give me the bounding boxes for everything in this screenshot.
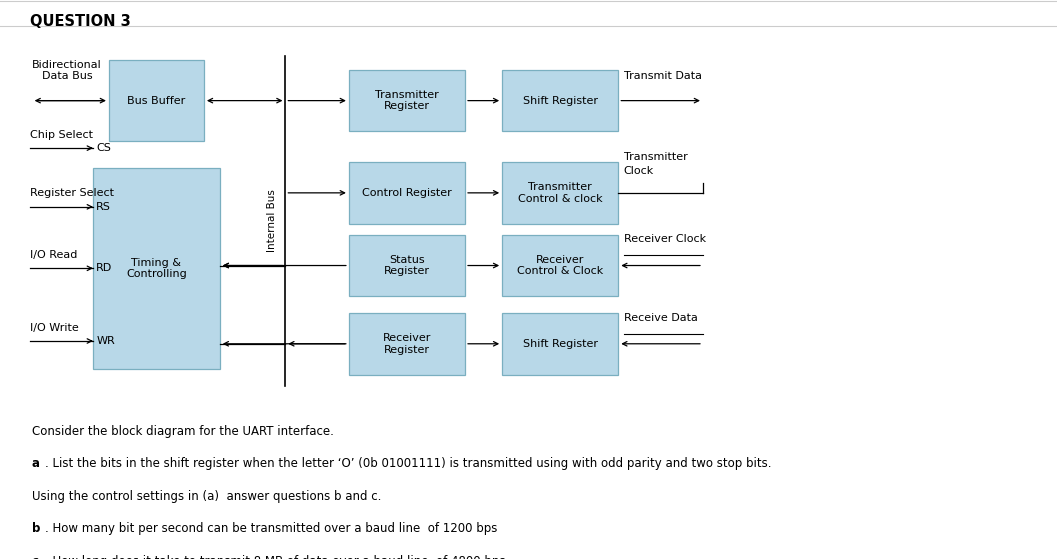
Bar: [349, 162, 465, 224]
Bar: [349, 235, 465, 296]
Text: Receiver
Control & Clock: Receiver Control & Clock: [517, 255, 604, 276]
Text: Status
Register: Status Register: [384, 255, 430, 276]
Text: Bus Buffer: Bus Buffer: [127, 96, 186, 106]
Bar: [502, 313, 618, 375]
Text: Data Bus: Data Bus: [42, 71, 93, 81]
Text: I/O Read: I/O Read: [30, 250, 77, 260]
Bar: [502, 235, 618, 296]
Text: CS: CS: [96, 143, 111, 153]
Text: Control Register: Control Register: [363, 188, 451, 198]
Bar: [349, 70, 465, 131]
Text: RD: RD: [96, 263, 112, 273]
Text: Transmitter
Register: Transmitter Register: [375, 90, 439, 111]
Text: Register Select: Register Select: [30, 188, 113, 198]
Text: Chip Select: Chip Select: [30, 130, 93, 140]
Text: RS: RS: [96, 202, 111, 212]
Text: Shift Register: Shift Register: [523, 96, 597, 106]
Bar: [349, 313, 465, 375]
Text: b: b: [32, 522, 40, 535]
Text: Receiver Clock: Receiver Clock: [624, 234, 706, 244]
Bar: [502, 162, 618, 224]
Text: Receive Data: Receive Data: [624, 312, 698, 323]
Text: . How long does it take to transmit 8 MB of data over a baud line  of 4800 bps: . How long does it take to transmit 8 MB…: [45, 555, 506, 559]
Text: c: c: [32, 555, 39, 559]
Text: Bidirectional: Bidirectional: [32, 60, 101, 70]
Text: WR: WR: [96, 336, 115, 346]
Bar: [93, 168, 220, 369]
Text: Transmitter: Transmitter: [624, 152, 687, 162]
Text: I/O Write: I/O Write: [30, 323, 78, 333]
Text: Transmit Data: Transmit Data: [624, 71, 702, 81]
Text: Timing &
Controlling: Timing & Controlling: [126, 258, 187, 279]
Text: Transmitter
Control & clock: Transmitter Control & clock: [518, 182, 602, 203]
Text: a: a: [32, 457, 40, 470]
Text: Clock: Clock: [624, 166, 654, 176]
Text: Shift Register: Shift Register: [523, 339, 597, 349]
Bar: [502, 70, 618, 131]
Text: Internal Bus: Internal Bus: [266, 190, 277, 252]
Text: Receiver
Register: Receiver Register: [383, 333, 431, 354]
Bar: [109, 60, 204, 141]
Text: . List the bits in the shift register when the letter ‘O’ (0b 01001111) is trans: . List the bits in the shift register wh…: [45, 457, 772, 470]
Text: Consider the block diagram for the UART interface.: Consider the block diagram for the UART …: [32, 425, 334, 438]
Text: QUESTION 3: QUESTION 3: [30, 14, 130, 29]
Text: . How many bit per second can be transmitted over a baud line  of 1200 bps: . How many bit per second can be transmi…: [45, 522, 498, 535]
Text: Using the control settings in (a)  answer questions b and c.: Using the control settings in (a) answer…: [32, 490, 382, 503]
